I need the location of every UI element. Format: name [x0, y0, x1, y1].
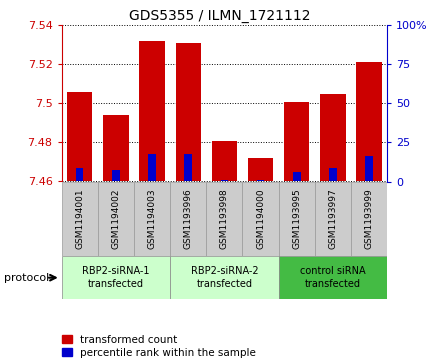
Text: protocol: protocol	[4, 273, 50, 283]
Bar	[220, 180, 228, 182]
Text: GSM1194001: GSM1194001	[75, 188, 84, 249]
Bar	[257, 180, 264, 182]
Text: GSM1194003: GSM1194003	[147, 188, 157, 249]
Bar	[284, 102, 309, 182]
Bar	[62, 182, 98, 256]
Bar	[139, 41, 165, 182]
Text: RBP2-siRNA-1
transfected: RBP2-siRNA-1 transfected	[82, 266, 150, 289]
Bar	[112, 170, 120, 182]
Bar	[103, 115, 128, 182]
Text: GSM1194000: GSM1194000	[256, 188, 265, 249]
Bar	[329, 168, 337, 182]
Text: GSM1193998: GSM1193998	[220, 188, 229, 249]
Bar	[67, 92, 92, 182]
Bar	[170, 256, 279, 299]
Bar	[184, 154, 192, 182]
Bar	[134, 182, 170, 256]
Bar	[206, 182, 242, 256]
Bar	[279, 182, 315, 256]
Bar	[356, 62, 382, 182]
Text: GSM1193995: GSM1193995	[292, 188, 301, 249]
Bar	[351, 182, 387, 256]
Bar	[212, 140, 237, 182]
Bar	[170, 182, 206, 256]
Bar	[242, 182, 279, 256]
Bar	[176, 43, 201, 182]
Bar	[279, 256, 387, 299]
Bar	[148, 154, 156, 182]
Text: RBP2-siRNA-2
transfected: RBP2-siRNA-2 transfected	[191, 266, 258, 289]
Text: GDS5355 / ILMN_1721112: GDS5355 / ILMN_1721112	[129, 9, 311, 23]
Legend: transformed count, percentile rank within the sample: transformed count, percentile rank withi…	[62, 335, 256, 358]
Text: GSM1193999: GSM1193999	[365, 188, 374, 249]
Text: GSM1193996: GSM1193996	[184, 188, 193, 249]
Bar	[315, 182, 351, 256]
Bar	[248, 158, 273, 182]
Bar	[62, 256, 170, 299]
Bar	[320, 94, 345, 182]
Text: GSM1194002: GSM1194002	[111, 188, 121, 249]
Text: control siRNA
transfected: control siRNA transfected	[300, 266, 366, 289]
Bar	[76, 168, 84, 182]
Bar	[293, 172, 301, 182]
Bar	[98, 182, 134, 256]
Bar	[365, 156, 373, 182]
Text: GSM1193997: GSM1193997	[328, 188, 337, 249]
